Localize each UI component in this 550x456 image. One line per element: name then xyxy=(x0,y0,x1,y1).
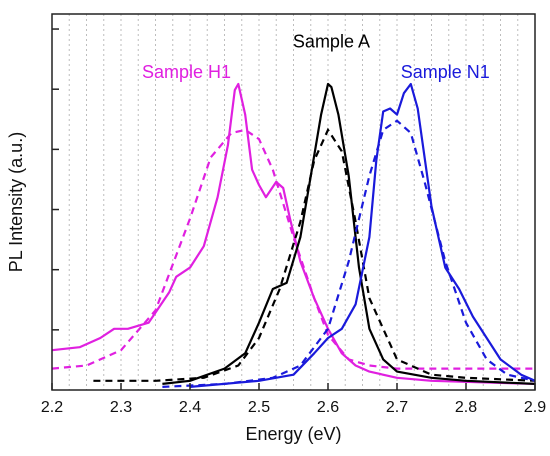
sample-a-label: Sample A xyxy=(293,31,370,51)
series-annotations: Sample H1 Sample A Sample N1 xyxy=(142,31,490,82)
x-tick-label: 2.4 xyxy=(179,399,201,416)
x-axis-tick-labels: 2.2 2.3 2.4 2.5 2.6 2.7 2.8 2.9 xyxy=(41,399,546,416)
x-tick-label: 2.7 xyxy=(386,399,408,416)
plot-curves xyxy=(51,82,536,388)
sample-a-solid-line xyxy=(162,82,536,385)
x-tick-label: 2.8 xyxy=(455,399,477,416)
plot-frame xyxy=(51,13,536,391)
x-tick-label: 2.2 xyxy=(41,399,63,416)
sample-h1-solid-line xyxy=(51,82,536,385)
y-axis-title: PL Intensity (a.u.) xyxy=(6,132,26,272)
x-tick-label: 2.9 xyxy=(524,399,546,416)
x-tick-label: 2.5 xyxy=(248,399,270,416)
sample-n1-label: Sample N1 xyxy=(401,62,490,82)
sample-h1-label: Sample H1 xyxy=(142,62,231,82)
x-tick-label: 2.3 xyxy=(110,399,132,416)
x-axis-title: Energy (eV) xyxy=(245,424,341,444)
x-tick-label: 2.6 xyxy=(317,399,339,416)
series-3-dashed-line xyxy=(93,127,536,382)
x-axis-ticks xyxy=(51,383,536,390)
series-1-dashed-line xyxy=(51,128,535,370)
sample-n1-solid-line xyxy=(189,82,536,388)
series-5-dashed-line xyxy=(162,119,536,388)
y-axis-ticks xyxy=(52,28,59,331)
